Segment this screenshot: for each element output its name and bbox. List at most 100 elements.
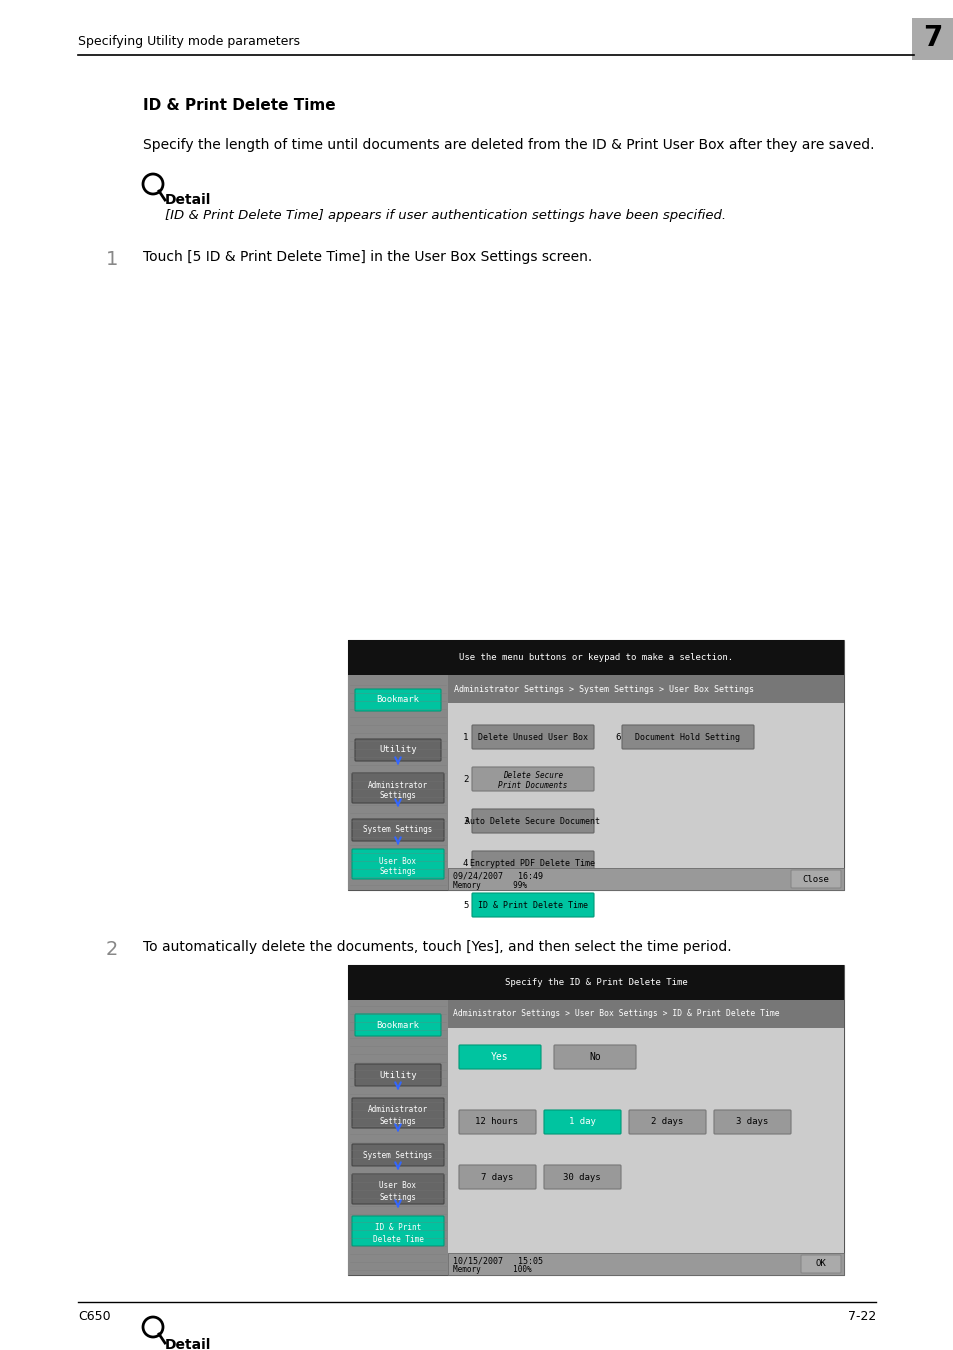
Text: 1: 1 (106, 250, 118, 269)
Text: ID & Print Delete Time: ID & Print Delete Time (477, 900, 587, 910)
Text: 12 hours: 12 hours (475, 1118, 518, 1126)
Text: ID & Print: ID & Print (375, 1223, 420, 1233)
Text: Detail: Detail (165, 193, 212, 207)
Text: Yes: Yes (491, 1052, 508, 1062)
FancyBboxPatch shape (352, 819, 443, 841)
Text: Specify the ID & Print Delete Time: Specify the ID & Print Delete Time (504, 977, 687, 987)
Text: Administrator: Administrator (368, 780, 428, 790)
FancyBboxPatch shape (472, 767, 594, 791)
Text: Delete Secure: Delete Secure (502, 771, 562, 780)
Text: 3 days: 3 days (735, 1118, 767, 1126)
FancyBboxPatch shape (472, 725, 594, 749)
FancyBboxPatch shape (355, 1014, 440, 1035)
Text: Detail: Detail (165, 1338, 212, 1350)
FancyBboxPatch shape (628, 1110, 705, 1134)
Text: 30 days: 30 days (562, 1173, 600, 1181)
Bar (911, 18, 953, 59)
Text: Touch [5 ID & Print Delete Time] in the User Box Settings screen.: Touch [5 ID & Print Delete Time] in the … (143, 250, 592, 265)
Text: 09/24/2007   16:49: 09/24/2007 16:49 (453, 872, 542, 880)
Text: Administrator: Administrator (368, 1106, 428, 1115)
Text: Bookmark: Bookmark (376, 1021, 419, 1030)
FancyBboxPatch shape (472, 850, 594, 875)
Text: User Box: User Box (379, 1181, 416, 1191)
FancyBboxPatch shape (352, 1098, 443, 1129)
Text: Close: Close (801, 875, 828, 883)
Text: System Settings: System Settings (363, 825, 433, 834)
Text: 7-22: 7-22 (847, 1310, 875, 1323)
FancyBboxPatch shape (543, 1165, 620, 1189)
Text: ID & Print Delete Time: ID & Print Delete Time (143, 97, 335, 112)
FancyBboxPatch shape (713, 1110, 790, 1134)
Text: Utility: Utility (378, 1071, 416, 1080)
Text: Delete Time: Delete Time (373, 1234, 423, 1243)
Text: [ID & Print Delete Time] appears if user authentication settings have been speci: [ID & Print Delete Time] appears if user… (165, 209, 725, 223)
Text: Settings: Settings (379, 868, 416, 876)
FancyBboxPatch shape (355, 738, 440, 761)
FancyBboxPatch shape (352, 774, 443, 803)
Text: 7: 7 (923, 24, 942, 53)
Text: Delete Unused User Box: Delete Unused User Box (477, 733, 587, 741)
Bar (448, 1000, 843, 1027)
FancyBboxPatch shape (472, 892, 594, 917)
Bar (448, 703, 843, 868)
FancyBboxPatch shape (458, 1045, 540, 1069)
Text: 2: 2 (106, 940, 118, 958)
Bar (448, 868, 843, 890)
Text: User Box: User Box (379, 856, 416, 865)
FancyBboxPatch shape (458, 1110, 536, 1134)
Text: Specifying Utility mode parameters: Specifying Utility mode parameters (78, 35, 299, 47)
FancyBboxPatch shape (352, 1174, 443, 1204)
Text: 2: 2 (462, 775, 468, 783)
Text: 3: 3 (462, 817, 468, 825)
Text: 1 day: 1 day (568, 1118, 595, 1126)
Text: Specify the length of time until documents are deleted from the ID & Print User : Specify the length of time until documen… (143, 138, 874, 153)
Text: Auto Delete Secure Document: Auto Delete Secure Document (465, 817, 599, 825)
Text: Print Documents: Print Documents (497, 780, 567, 790)
FancyBboxPatch shape (790, 869, 841, 888)
FancyBboxPatch shape (543, 1110, 620, 1134)
Text: 6: 6 (615, 733, 619, 741)
FancyBboxPatch shape (801, 1256, 841, 1273)
Bar (348, 965, 843, 1274)
Text: OK: OK (815, 1260, 825, 1269)
Bar (348, 640, 843, 890)
Text: 10/15/2007   15:05: 10/15/2007 15:05 (453, 1257, 542, 1265)
Bar (448, 1027, 843, 1253)
Text: Settings: Settings (379, 1116, 416, 1126)
Text: 5: 5 (462, 900, 468, 910)
Text: Memory       100%: Memory 100% (453, 1265, 531, 1274)
Text: 4: 4 (462, 859, 468, 868)
FancyBboxPatch shape (352, 849, 443, 879)
Text: 7 days: 7 days (480, 1173, 513, 1181)
FancyBboxPatch shape (621, 725, 753, 749)
Text: Administrator Settings > User Box Settings > ID & Print Delete Time: Administrator Settings > User Box Settin… (453, 1010, 779, 1018)
FancyBboxPatch shape (554, 1045, 636, 1069)
FancyBboxPatch shape (355, 688, 440, 711)
Bar (448, 1253, 843, 1274)
FancyBboxPatch shape (355, 1064, 440, 1085)
Bar (348, 675, 448, 890)
FancyBboxPatch shape (472, 809, 594, 833)
Text: 1: 1 (462, 733, 468, 741)
Text: Administrator Settings > System Settings > User Box Settings: Administrator Settings > System Settings… (454, 684, 753, 694)
Text: Memory       99%: Memory 99% (453, 880, 526, 890)
Bar (348, 1000, 448, 1274)
FancyBboxPatch shape (352, 1143, 443, 1166)
Text: To automatically delete the documents, touch [Yes], and then select the time per: To automatically delete the documents, t… (143, 940, 731, 954)
Text: Utility: Utility (378, 745, 416, 755)
Text: Document Hold Setting: Document Hold Setting (635, 733, 740, 741)
Text: Use the menu buttons or keypad to make a selection.: Use the menu buttons or keypad to make a… (458, 653, 732, 662)
Bar (448, 675, 843, 703)
Bar (348, 640, 843, 675)
Text: System Settings: System Settings (363, 1150, 433, 1160)
Bar (348, 965, 843, 1000)
FancyBboxPatch shape (352, 1216, 443, 1246)
Text: 2 days: 2 days (650, 1118, 682, 1126)
Text: No: No (589, 1052, 600, 1062)
FancyBboxPatch shape (458, 1165, 536, 1189)
Text: Bookmark: Bookmark (376, 695, 419, 705)
Text: Settings: Settings (379, 791, 416, 801)
Text: C650: C650 (78, 1310, 111, 1323)
Text: Encrypted PDF Delete Time: Encrypted PDF Delete Time (470, 859, 595, 868)
Text: Settings: Settings (379, 1192, 416, 1202)
